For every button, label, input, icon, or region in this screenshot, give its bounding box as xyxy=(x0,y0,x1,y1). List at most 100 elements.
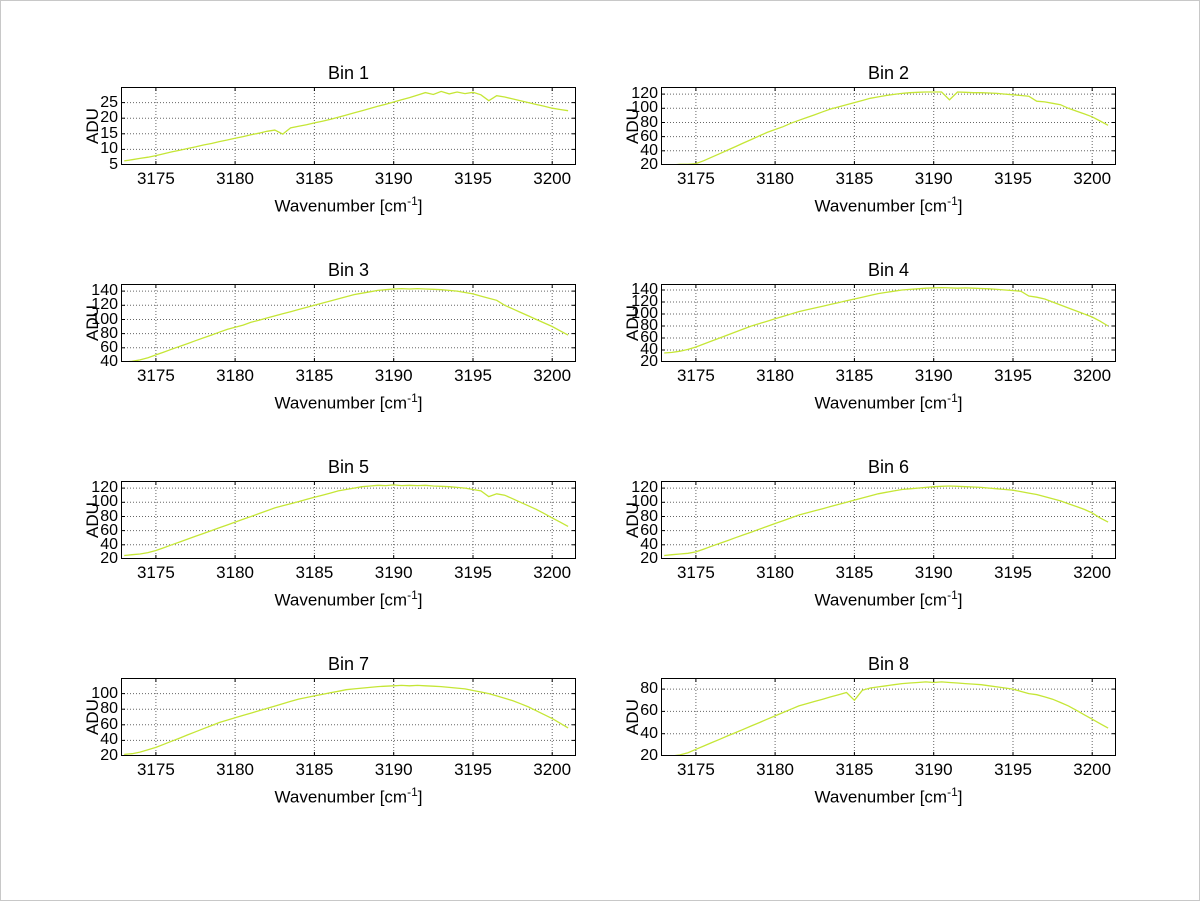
x-tick-label: 3185 xyxy=(295,760,334,779)
y-tick-label: 40 xyxy=(640,724,658,742)
x-tick-label: 3190 xyxy=(374,760,413,779)
x-axis-label: Wavenumber [cm-1] xyxy=(121,588,576,611)
y-tick-label: 140 xyxy=(91,282,118,300)
spectrum-plot xyxy=(121,87,576,165)
chart-title: Bin 2 xyxy=(867,63,910,83)
y-tick-label: 20 xyxy=(640,747,658,764)
y-tick-label: 100 xyxy=(91,310,118,328)
x-axis-label: Wavenumber [cm-1] xyxy=(661,588,1116,611)
y-tick-label: 80 xyxy=(640,317,658,334)
x-tick-label: 3200 xyxy=(1073,563,1112,582)
y-tick-label: 120 xyxy=(631,293,658,310)
x-tick-label: 3185 xyxy=(835,366,874,385)
subplot-bin-3: Bin 3 ADU 40 60 80 100 120 140 3175 3180 3185 31… xyxy=(46,260,586,430)
x-tick-label: 3190 xyxy=(914,366,953,385)
y-tick-label: 40 xyxy=(640,141,658,159)
x-tick-labels: 3175 3180 3185 3190 3195 3200 xyxy=(121,760,576,782)
y-tick-label: 40 xyxy=(100,731,118,749)
axes-frame xyxy=(661,284,1116,362)
x-axis-label-text: Wavenumber [cm xyxy=(814,787,948,807)
y-tick-label: 120 xyxy=(91,479,118,497)
x-tick-label: 3190 xyxy=(374,169,413,188)
x-tick-label: 3185 xyxy=(835,760,874,779)
x-axis-label: Wavenumber [cm-1] xyxy=(121,391,576,414)
spectrum-plot xyxy=(121,481,576,559)
spectrum-plot xyxy=(121,678,576,756)
y-tick-label: 20 xyxy=(100,550,118,567)
x-tick-label: 3185 xyxy=(835,169,874,188)
y-tick-label: 100 xyxy=(631,305,658,322)
x-tick-label: 3175 xyxy=(676,563,715,582)
x-axis-label: Wavenumber [cm-1] xyxy=(661,194,1116,217)
chart-title: Bin 1 xyxy=(327,63,370,83)
subplot-bin-2: Bin 2 ADU 20 40 60 80 100 120 3175 3180 3185 319… xyxy=(586,63,1126,233)
y-tick-label: 20 xyxy=(640,156,658,173)
plot-area xyxy=(121,678,576,756)
x-tick-label: 3180 xyxy=(216,563,254,582)
spectrum-plot xyxy=(661,87,1116,165)
axes-frame xyxy=(121,87,576,165)
x-tick-label: 3180 xyxy=(216,760,254,779)
y-tick-label: 25 xyxy=(100,93,118,111)
x-axis-label-superscript: -1 xyxy=(407,391,418,405)
x-tick-label: 3175 xyxy=(136,366,175,385)
x-axis-label-superscript: -1 xyxy=(407,785,418,799)
subplot-bin-8: Bin 8 ADU 20 40 60 80 3175 3180 3185 3190 3195 3… xyxy=(586,654,1126,824)
spectrum-line xyxy=(664,91,1109,165)
y-tick-label: 60 xyxy=(100,715,118,733)
axes-frame xyxy=(121,678,576,756)
x-tick-label: 3190 xyxy=(374,563,413,582)
x-tick-label: 3175 xyxy=(136,169,175,188)
x-tick-labels: 3175 3180 3185 3190 3195 3200 xyxy=(121,563,576,585)
x-tick-label: 3195 xyxy=(454,169,492,188)
x-tick-label: 3175 xyxy=(676,366,715,385)
x-tick-label: 3195 xyxy=(454,366,492,385)
spectrum-line xyxy=(124,90,569,162)
x-tick-label: 3195 xyxy=(994,563,1032,582)
x-tick-label: 3195 xyxy=(454,563,492,582)
y-tick-labels: 20 40 60 80 100 120 xyxy=(626,85,658,173)
chart-title: Bin 7 xyxy=(327,654,370,674)
spectrum-plot xyxy=(661,678,1116,756)
x-axis-label-text: Wavenumber [cm xyxy=(814,393,948,413)
y-tick-label: 40 xyxy=(100,353,118,370)
x-tick-label: 3190 xyxy=(914,563,953,582)
y-tick-label: 60 xyxy=(640,329,658,346)
y-tick-labels: 40 60 80 100 120 140 xyxy=(86,282,118,370)
x-axis-label-close: ] xyxy=(957,196,963,216)
x-axis-label-superscript: -1 xyxy=(407,588,418,602)
x-axis-label-superscript: -1 xyxy=(947,391,958,405)
x-tick-label: 3185 xyxy=(295,366,334,385)
y-tick-label: 40 xyxy=(640,535,658,553)
subplot-bin-1: Bin 1 ADU 5 10 15 20 25 3175 3180 3185 3190 3195… xyxy=(46,63,586,233)
subplot-bin-6: Bin 6 ADU 20 40 60 80 100 120 3175 3180 3185 319… xyxy=(586,457,1126,627)
y-tick-label: 100 xyxy=(631,99,658,117)
x-tick-label: 3180 xyxy=(216,366,254,385)
x-axis-label-close: ] xyxy=(957,590,963,610)
x-axis-label-close: ] xyxy=(417,196,423,216)
x-tick-label: 3180 xyxy=(756,366,794,385)
spectrum-line xyxy=(664,681,1109,756)
chart-title: Bin 6 xyxy=(867,457,910,477)
y-tick-label: 20 xyxy=(100,747,118,764)
plot-area xyxy=(121,284,576,362)
x-axis-label-text: Wavenumber [cm xyxy=(274,196,408,216)
x-axis-label-text: Wavenumber [cm xyxy=(274,787,408,807)
y-tick-label: 5 xyxy=(109,156,118,173)
spectrum-plot xyxy=(661,284,1116,362)
y-tick-label: 80 xyxy=(640,113,658,131)
x-tick-label: 3175 xyxy=(676,169,715,188)
x-axis-label-close: ] xyxy=(417,787,423,807)
y-tick-label: 100 xyxy=(91,493,118,511)
plot-area xyxy=(121,87,576,165)
plot-area xyxy=(661,678,1116,756)
spectrum-line xyxy=(664,286,1109,354)
subplot-bin-7: Bin 7 ADU 20 40 60 80 100 3175 3180 3185 3190 31… xyxy=(46,654,586,824)
x-tick-label: 3180 xyxy=(756,169,794,188)
x-tick-label: 3200 xyxy=(1073,366,1112,385)
x-tick-label: 3190 xyxy=(914,169,953,188)
axes-frame xyxy=(121,284,576,362)
x-tick-labels: 3175 3180 3185 3190 3195 3200 xyxy=(661,760,1116,782)
x-tick-label: 3180 xyxy=(756,760,794,779)
subplot-bin-5: Bin 5 ADU 20 40 60 80 100 120 3175 3180 3185 319… xyxy=(46,457,586,627)
